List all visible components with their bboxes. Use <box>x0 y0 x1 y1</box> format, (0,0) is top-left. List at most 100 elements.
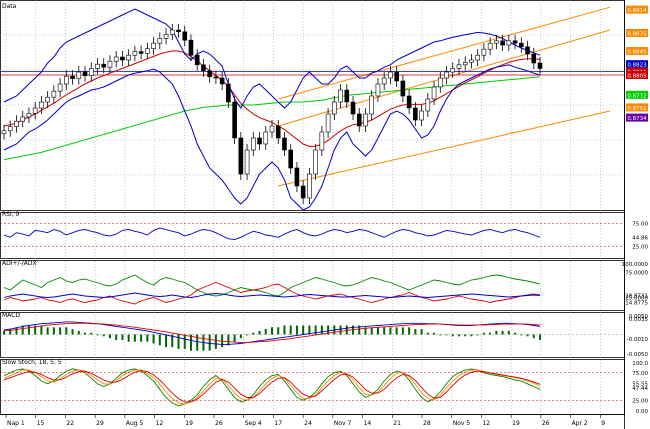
macd-panel-label: MACD <box>2 312 20 319</box>
adx-tag-label: 25.0000 <box>625 296 648 302</box>
adx-tag-label: 14.8775 <box>625 301 648 307</box>
macd-histogram-bar <box>196 334 199 351</box>
candle-body <box>145 48 150 54</box>
macd-histogram-bar <box>221 334 224 348</box>
candle-body <box>288 149 293 169</box>
candle-body <box>356 113 362 127</box>
candle-body <box>275 125 281 139</box>
x-tick-label: Nov 5 <box>453 420 471 427</box>
candle-body <box>88 68 94 76</box>
x-tick-label: 12 <box>156 420 164 427</box>
macd-histogram-bar <box>127 334 130 342</box>
price-tag-label: 0.8823 <box>627 63 647 69</box>
macd-histogram-bar <box>65 327 68 335</box>
candle-body <box>350 101 356 115</box>
candle-body <box>226 83 231 103</box>
macd-histogram-bar <box>295 325 298 335</box>
candle-body <box>1 130 7 135</box>
rsi-panel <box>0 223 624 247</box>
macd-tag-label: -0.0010 <box>627 337 649 343</box>
macd-histogram-bar <box>520 334 523 336</box>
candle-body <box>120 56 125 61</box>
stoch-tag-label: 0.00 <box>636 409 649 415</box>
channel-lower-line <box>278 110 611 187</box>
candle-body <box>57 83 63 92</box>
stoch-tag-label: 55.55 <box>632 381 648 387</box>
price-tag-label: 0.8734 <box>627 116 647 122</box>
macd-histogram-bar <box>183 334 186 349</box>
price-tag-box <box>626 60 648 69</box>
macd-histogram-bar <box>308 325 311 335</box>
candle-body <box>500 40 505 46</box>
macd-histogram-bar <box>482 332 485 335</box>
candle-body <box>26 113 32 118</box>
macd-histogram-bar <box>364 327 367 335</box>
x-tick-label: Aug 5 <box>126 420 144 427</box>
candle-body <box>194 54 200 66</box>
candle-body <box>207 70 212 78</box>
macd-histogram-bar <box>464 334 467 337</box>
candle-body <box>101 63 107 68</box>
candle-body <box>531 53 537 64</box>
x-tick-label: 28 <box>423 420 431 427</box>
macd-histogram-bar <box>489 332 492 335</box>
candle-body <box>332 101 337 115</box>
macd-histogram-bar <box>420 329 423 335</box>
macd-histogram-bar <box>102 334 105 337</box>
macd-histogram-bar <box>507 330 510 335</box>
adx-panel <box>3 274 541 305</box>
macd-histogram-bar <box>52 327 55 335</box>
candle-body <box>45 96 50 103</box>
macd-histogram-bar <box>526 334 529 337</box>
macd-histogram-bar <box>115 334 118 340</box>
macd-histogram-bar <box>476 334 479 336</box>
macd-histogram-bar <box>146 334 149 342</box>
price-tag-box <box>626 71 648 79</box>
candle-body <box>388 71 393 79</box>
price-tag-label: 0.8914 <box>627 8 647 14</box>
macd-histogram-bar <box>376 327 379 335</box>
candle-body <box>282 137 287 151</box>
macd-histogram-bar <box>239 334 242 339</box>
macd-histogram-bar <box>470 334 473 337</box>
x-tick-label: 19 <box>512 420 520 427</box>
macd-histogram-bar <box>177 334 180 349</box>
candle-body <box>537 62 543 69</box>
candle-body <box>244 149 250 175</box>
macd-histogram-bar <box>208 334 211 351</box>
stoch-tag-label: 25.00 <box>632 398 648 404</box>
candle-body <box>475 54 480 61</box>
macd-histogram-bar <box>383 327 386 335</box>
macd-histogram-bar <box>414 329 417 335</box>
price-tag-label: 0.8751 <box>627 106 646 112</box>
candle-body <box>132 51 138 56</box>
candle-body <box>319 131 325 151</box>
macd-histogram-bar <box>271 327 273 335</box>
candle-body <box>394 71 399 82</box>
macd-histogram-bar <box>314 325 317 335</box>
x-tick-label: 21 <box>393 420 401 427</box>
price-tag-box <box>626 29 648 37</box>
macd-histogram-bar <box>339 325 342 335</box>
candle-body <box>39 101 44 109</box>
candle-body <box>462 62 468 66</box>
rsi-tag-label: 25.00 <box>632 245 648 251</box>
macd-histogram-bar <box>84 332 87 335</box>
macd-histogram-bar <box>433 332 436 335</box>
candle-body <box>82 71 88 76</box>
macd-histogram-bar <box>152 334 155 344</box>
bollinger-lower-line <box>3 64 541 211</box>
macd-histogram-bar <box>246 334 249 336</box>
x-axis: Nap 1 15 22 29 Aug 5 12 19 26 Sep 4 17 24 Nov 7 14 21… <box>0 414 624 427</box>
candle-body <box>469 59 474 63</box>
candle-body <box>487 42 493 50</box>
macd-histogram-bar <box>327 325 330 335</box>
candle-body <box>219 77 225 85</box>
macd-histogram-bar <box>501 330 504 335</box>
candle-body <box>363 113 368 127</box>
adx-plus-di-line <box>3 274 541 297</box>
macd-histogram-bar <box>233 334 236 342</box>
macd-histogram-bar <box>59 327 62 335</box>
adx-tag-label: 100.0000 <box>622 262 649 268</box>
macd-histogram-bar <box>283 325 286 335</box>
